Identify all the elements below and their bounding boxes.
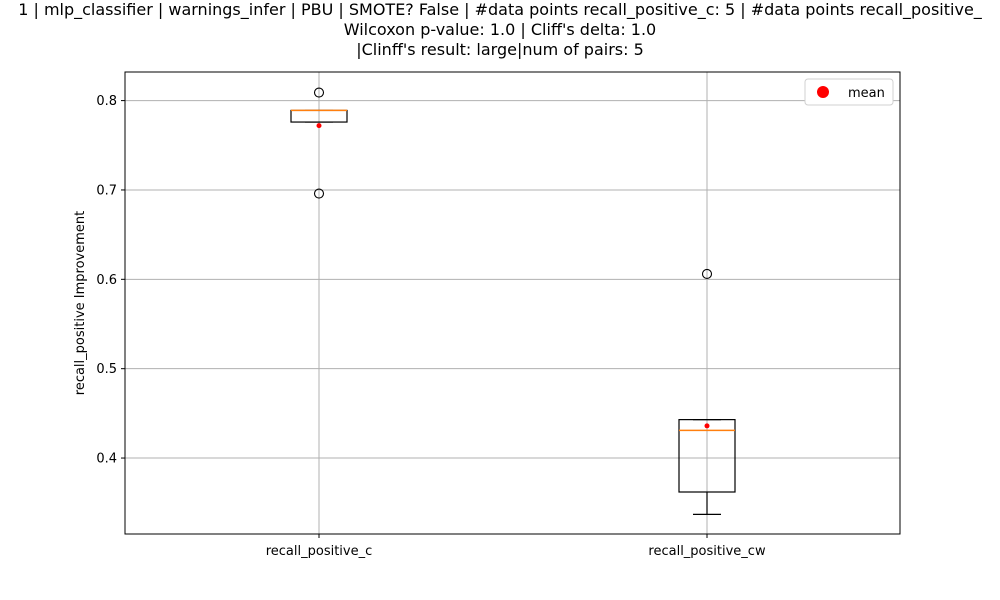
y-tick-label: 0.5 [96,362,117,377]
chart-title: 1 | mlp_classifier | warnings_infer | PB… [0,0,1000,60]
outlier-point [313,87,325,98]
y-tick-label: 0.7 [96,183,117,198]
y-tick-label: 0.4 [96,452,117,467]
legend-label: mean [848,86,885,101]
mean-marker [704,423,710,429]
outlier-point [313,188,325,199]
box-iqr [678,419,736,493]
title-line-1: 1 | mlp_classifier | warnings_infer | PB… [18,0,982,19]
y-tick-label: 0.8 [96,94,117,109]
y-axis-label: recall_positive Improvement [73,211,88,395]
plot-frame [124,71,901,535]
title-line-2: Wilcoxon p-value: 1.0 | Cliff's delta: 1… [343,20,657,39]
outlier-point [701,268,713,280]
mean-marker [316,123,322,129]
x-tick-label: recall_positive_cw [648,544,766,559]
y-tick-label: 0.6 [96,273,117,288]
legend-box [804,78,894,106]
legend-mean-marker [817,86,829,98]
title-line-3: |Clinff's result: large|num of pairs: 5 [356,40,644,59]
x-tick-label: recall_positive_c [266,544,373,559]
